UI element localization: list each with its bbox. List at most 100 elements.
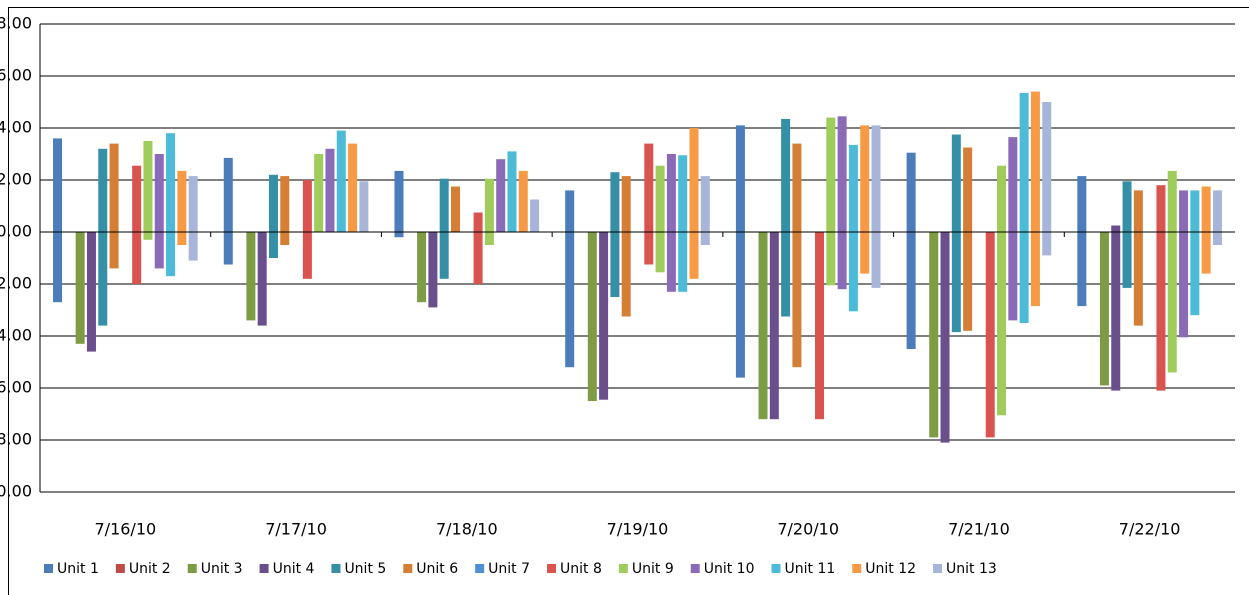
bar	[940, 232, 950, 443]
bar	[951, 134, 961, 333]
bar	[188, 176, 198, 261]
y-tick-label: -10.00	[0, 482, 32, 501]
legend-swatch	[690, 564, 700, 573]
bar	[86, 232, 96, 352]
bar	[1030, 91, 1040, 307]
bar	[98, 148, 108, 326]
bar	[109, 143, 119, 269]
legend-label: Unit 10	[704, 561, 755, 577]
legend-label: Unit 9	[632, 561, 674, 577]
y-tick-label: 0.00	[0, 222, 32, 241]
bar	[1111, 225, 1121, 391]
bar	[985, 232, 995, 438]
bar	[758, 232, 768, 420]
x-tick-label: 7/18/10	[436, 520, 498, 539]
bar	[154, 154, 164, 269]
x-tick-label: 7/16/10	[95, 520, 157, 539]
bar	[1019, 92, 1029, 324]
bar	[666, 154, 676, 292]
chart-frame	[8, 7, 1249, 595]
legend-swatch	[852, 564, 862, 573]
bar	[246, 232, 256, 321]
y-tick-label: 4.00	[0, 118, 32, 137]
legend-label: Unit 12	[865, 561, 916, 577]
legend-label: Unit 1	[57, 561, 99, 577]
legend-label: Unit 3	[201, 561, 243, 577]
bar	[530, 199, 540, 232]
legend-swatch	[618, 564, 628, 573]
bar	[428, 232, 438, 308]
bar	[565, 190, 575, 368]
bar	[781, 118, 791, 317]
legend-label: Unit 11	[785, 561, 836, 577]
bar	[223, 157, 233, 265]
bar	[587, 232, 597, 401]
bar	[837, 116, 847, 290]
bar	[359, 181, 369, 232]
legend-label: Unit 13	[946, 561, 997, 577]
legend-swatch	[115, 564, 125, 573]
y-tick-label: -6.00	[0, 378, 32, 397]
bar	[417, 232, 427, 303]
legend-swatch	[547, 564, 557, 573]
bar	[314, 154, 324, 232]
bar	[507, 151, 517, 232]
legend-swatch	[331, 564, 341, 573]
bar	[1133, 190, 1143, 326]
bar	[1190, 190, 1200, 316]
legend-swatch	[403, 564, 413, 573]
bar	[1201, 186, 1211, 274]
bar	[268, 174, 278, 258]
bar	[257, 232, 267, 326]
legend-swatch	[475, 564, 485, 573]
y-tick-label: 6.00	[0, 66, 32, 85]
bar	[484, 178, 494, 245]
bar	[325, 148, 335, 232]
bar	[1167, 170, 1177, 373]
bar	[1099, 232, 1109, 386]
bar	[700, 176, 710, 245]
legend-label: Unit 2	[129, 561, 171, 577]
bar	[655, 165, 665, 273]
legend-swatch	[44, 564, 53, 573]
x-tick-label: 7/20/10	[777, 520, 839, 539]
bar	[826, 117, 836, 286]
bar	[53, 138, 63, 303]
bar	[439, 178, 449, 279]
bar	[1212, 190, 1222, 245]
bar	[348, 143, 358, 232]
bar	[906, 152, 916, 349]
bar	[997, 165, 1007, 416]
y-tick-label: 2.00	[0, 170, 32, 189]
bar	[394, 170, 404, 238]
bar	[1008, 137, 1018, 321]
bar	[689, 128, 699, 279]
bar	[518, 170, 528, 232]
bar	[735, 125, 745, 378]
y-tick-label: -4.00	[0, 326, 32, 345]
x-tick-label: 7/19/10	[607, 520, 669, 539]
legend-swatch	[771, 564, 781, 573]
bar	[815, 232, 825, 420]
bar	[166, 133, 176, 277]
legend-swatch	[187, 564, 197, 573]
legend-swatch	[259, 564, 269, 573]
bar	[1122, 181, 1132, 288]
bar	[450, 186, 460, 232]
bar	[1077, 176, 1087, 307]
x-tick-label: 7/21/10	[948, 520, 1010, 539]
legend-label: Unit 4	[273, 561, 315, 577]
legend-swatch	[933, 564, 943, 573]
y-tick-label: 8.00	[0, 14, 32, 33]
x-tick-label: 7/22/10	[1119, 520, 1181, 539]
y-tick-label: -8.00	[0, 430, 32, 449]
bar	[848, 144, 858, 312]
bar	[132, 165, 142, 284]
bar	[75, 232, 85, 344]
bar	[336, 130, 346, 232]
bar	[143, 141, 153, 240]
legend-label: Unit 5	[344, 561, 386, 577]
legend-label: Unit 6	[416, 561, 458, 577]
bar	[678, 155, 688, 292]
